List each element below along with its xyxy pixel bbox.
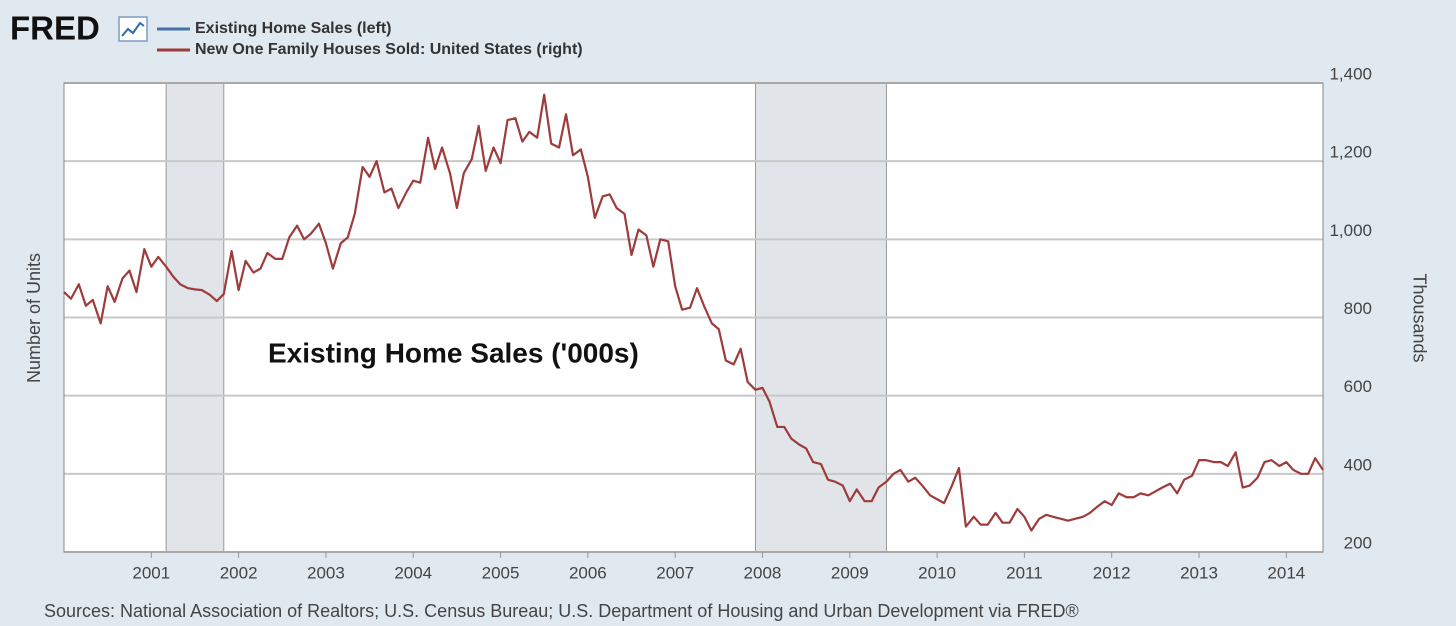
x-tick-label: 2011	[1006, 563, 1043, 582]
x-tick-label: 2004	[394, 563, 432, 582]
y2-tick-label: 200	[1344, 533, 1372, 552]
y2-tick-label: 600	[1344, 377, 1372, 396]
x-tick-label: 2002	[220, 563, 258, 582]
y-axis-label: Number of Units	[24, 253, 44, 383]
x-tick-label: 2012	[1093, 563, 1131, 582]
y2-tick-label: 1,200	[1329, 143, 1372, 162]
y2-tick-label: 1,000	[1329, 221, 1372, 240]
y2-tick-label: 1,400	[1329, 64, 1372, 83]
y2-tick-label: 400	[1344, 455, 1372, 474]
x-tick-label: 2009	[831, 563, 869, 582]
legend-label: Existing Home Sales (left)	[195, 20, 392, 37]
x-tick-label: 2008	[744, 563, 782, 582]
x-tick-label: 2006	[569, 563, 607, 582]
plot-border	[63, 82, 1324, 553]
logo[interactable]: FRED	[10, 10, 100, 47]
x-tick-label: 2001	[132, 563, 170, 582]
logo-icon	[118, 16, 148, 42]
legend-label: New One Family Houses Sold: United State…	[195, 41, 583, 58]
annotation: Existing Home Sales ('000s)	[268, 337, 639, 368]
data-line	[63, 93, 1324, 532]
x-tick-label: 2014	[1267, 563, 1305, 582]
y2-axis-label: Thousands	[1409, 273, 1429, 362]
x-tick-label: 2007	[656, 563, 694, 582]
source: Sources: National Association of Realtor…	[44, 601, 1079, 621]
x-tick-label: 2013	[1180, 563, 1218, 582]
x-tick-label: 2010	[918, 563, 956, 582]
x-tick-label: 2005	[482, 563, 520, 582]
x-tick-label: 2003	[307, 563, 345, 582]
y2-tick-label: 800	[1344, 299, 1372, 318]
